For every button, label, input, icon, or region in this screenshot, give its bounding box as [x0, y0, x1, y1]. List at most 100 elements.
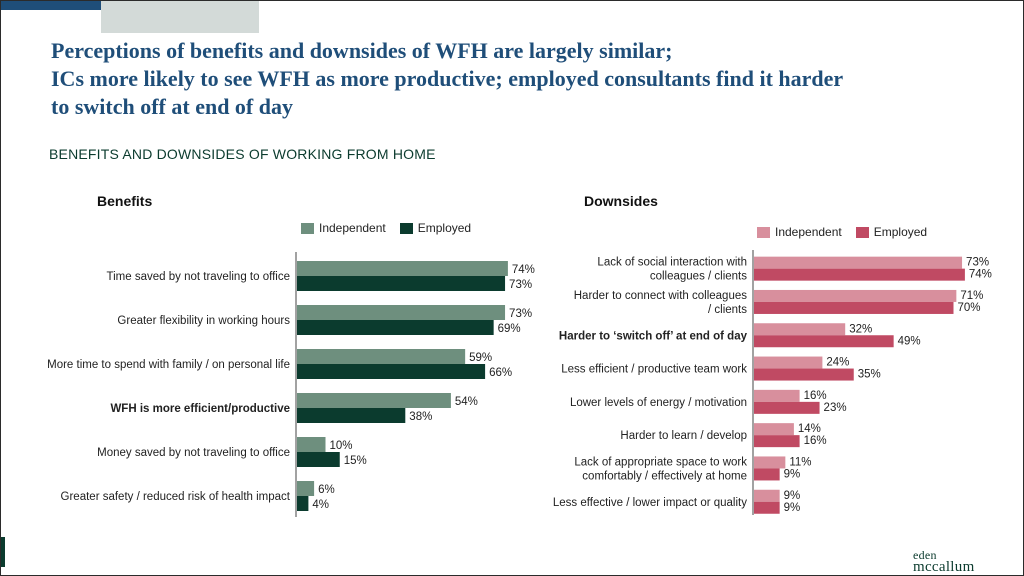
benefits-value-label: 59% — [469, 352, 492, 364]
benefits-value-label: 54% — [455, 396, 478, 408]
benefits-legend: Independent Employed — [301, 221, 485, 235]
downsides-legend: Independent Employed — [757, 225, 941, 239]
benefits-bar-independent — [297, 261, 508, 276]
downsides-value-label: 74% — [969, 269, 992, 281]
benefits-category-label: Greater safety / reduced risk of health … — [61, 491, 291, 503]
downsides-bar-independent — [754, 323, 846, 336]
legend-item-independent-downsides: Independent — [757, 225, 842, 239]
benefits-value-label: 10% — [330, 440, 353, 452]
benefits-bar-employed — [297, 496, 309, 511]
headline-line-1: Perceptions of benefits and downsides of… — [51, 38, 673, 63]
benefits-category-label: WFH is more efficient/productive — [110, 403, 290, 415]
benefits-bar-independent — [297, 305, 506, 320]
downsides-value-label: 24% — [826, 357, 849, 369]
benefits-category-label: Money saved by not traveling to office — [97, 447, 290, 459]
legend-label-independent: Independent — [319, 221, 386, 235]
downsides-title: Downsides — [584, 193, 658, 209]
downsides-value-label: 16% — [804, 390, 827, 402]
benefits-value-label: 38% — [409, 411, 432, 423]
brand-logo-line-1: eden — [913, 548, 937, 562]
benefits-value-label: 4% — [312, 499, 329, 511]
accent-block-grey — [101, 1, 259, 33]
downsides-bar-independent — [754, 423, 794, 436]
downsides-category-label: / clients — [708, 304, 747, 316]
benefits-bar-employed — [297, 276, 506, 291]
downsides-category-label: Harder to connect with colleagues — [574, 290, 747, 302]
benefits-value-label: 74% — [512, 264, 535, 276]
benefits-title: Benefits — [97, 193, 153, 209]
benefits-bar-independent — [297, 393, 451, 408]
legend-label-employed-downsides: Employed — [873, 225, 928, 239]
downsides-category-label: Lack of social interaction with — [597, 257, 747, 269]
downsides-value-label: 32% — [849, 323, 872, 335]
benefits-value-label: 66% — [489, 367, 512, 379]
benefits-value-label: 15% — [344, 455, 367, 467]
downsides-bar-employed — [754, 368, 854, 381]
downsides-value-label: 11% — [789, 456, 811, 468]
downsides-category-label: comfortably / effectively at home — [582, 470, 747, 482]
downsides-category-label: Harder to learn / develop — [620, 430, 747, 442]
benefits-bar-employed — [297, 408, 406, 423]
legend-swatch-employed — [399, 222, 413, 234]
downsides-bar-employed — [754, 301, 954, 314]
brand-logo-line-2: mccallum — [913, 559, 975, 575]
benefits-category-label: Greater flexibility in working hours — [117, 315, 290, 327]
downsides-bar-employed — [754, 335, 894, 348]
downsides-bar-independent — [754, 289, 957, 302]
legend-item-employed: Employed — [399, 221, 472, 235]
downsides-bar-employed — [754, 501, 780, 514]
benefits-bar-independent — [297, 437, 326, 452]
legend-label-independent-downsides: Independent — [775, 225, 842, 239]
downsides-bar-independent — [754, 389, 800, 402]
downsides-category-label: Lack of appropriate space to work — [574, 456, 747, 468]
downsides-bar-independent — [754, 489, 780, 502]
downsides-category-label: colleagues / clients — [650, 271, 747, 283]
benefits-category-label: Time saved by not traveling to office — [107, 271, 290, 283]
benefits-bar-independent — [297, 349, 466, 364]
benefits-value-label: 69% — [498, 323, 521, 335]
downsides-value-label: 16% — [804, 435, 827, 447]
benefits-bar-independent — [297, 481, 315, 496]
downsides-value-label: 23% — [824, 402, 847, 414]
brand-logo: eden mccallum — [913, 548, 975, 575]
benefits-bar-employed — [297, 452, 340, 467]
downsides-value-label: 70% — [958, 302, 981, 314]
downsides-bar-independent — [754, 456, 786, 469]
section-title: BENEFITS AND DOWNSIDES OF WORKING FROM H… — [49, 146, 436, 162]
legend-item-independent: Independent — [301, 221, 386, 235]
benefits-bar-employed — [297, 320, 494, 335]
downsides-category-label: Less efficient / productive team work — [561, 364, 747, 376]
accent-bar-blue — [1, 1, 189, 10]
benefits-chart: Time saved by not traveling to office 74%… — [47, 252, 535, 517]
downsides-bar-employed — [754, 268, 965, 281]
downsides-bar-independent — [754, 256, 963, 269]
downsides-chart: Lack of social interaction with colleague… — [553, 250, 992, 515]
accent-edge-bar — [1, 537, 5, 567]
downsides-bar-employed — [754, 435, 800, 448]
benefits-value-label: 73% — [509, 279, 532, 291]
downsides-bar-independent — [754, 356, 823, 369]
legend-label-employed: Employed — [417, 221, 472, 235]
downsides-value-label: 9% — [784, 502, 801, 514]
downsides-value-label: 73% — [966, 257, 989, 269]
downsides-category-label: Less effective / lower impact or quality — [553, 497, 747, 509]
downsides-value-label: 49% — [898, 335, 921, 347]
benefits-value-label: 6% — [318, 484, 335, 496]
legend-item-employed-downsides: Employed — [855, 225, 928, 239]
downsides-value-label: 9% — [784, 490, 801, 502]
legend-swatch-independent-downsides — [757, 226, 770, 238]
legend-swatch-employed-downsides — [855, 226, 869, 238]
benefits-bar-employed — [297, 364, 486, 379]
downsides-value-label: 35% — [858, 369, 881, 381]
benefits-value-label: 73% — [509, 308, 532, 320]
downsides-bar-employed — [754, 401, 820, 414]
benefits-category-label: More time to spend with family / on pers… — [47, 359, 290, 371]
downsides-category-label: Harder to ‘switch off’ at end of day — [559, 330, 748, 342]
downsides-value-label: 9% — [784, 468, 801, 480]
downsides-category-label: Lower levels of energy / motivation — [570, 397, 747, 409]
headline-line-3: to switch off at end of day — [51, 94, 293, 119]
downsides-value-label: 71% — [960, 290, 983, 302]
headline-line-2: ICs more likely to see WFH as more produ… — [51, 66, 844, 91]
legend-swatch-independent — [301, 222, 314, 234]
